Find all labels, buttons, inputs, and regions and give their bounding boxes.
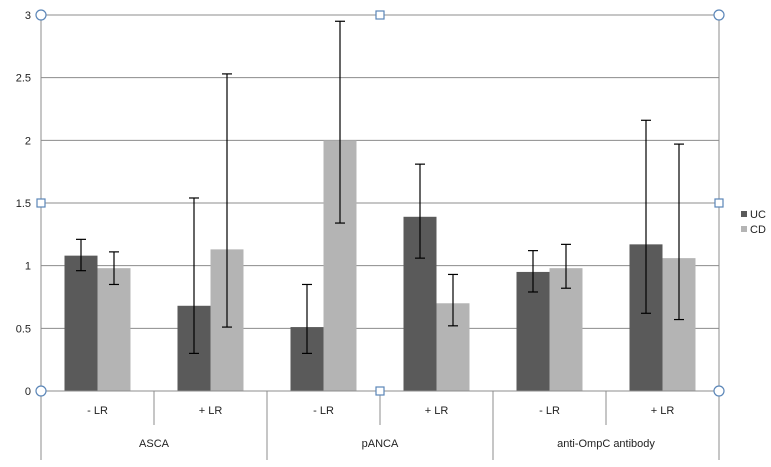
resize-handle[interactable] — [375, 386, 385, 396]
legend-label: UC — [750, 209, 766, 221]
resize-handle[interactable] — [375, 10, 385, 20]
y-tick-label: 0 — [25, 386, 31, 398]
resize-handle[interactable] — [713, 385, 725, 397]
y-tick-label: 3 — [25, 10, 31, 22]
legend-swatch-uc — [741, 211, 747, 217]
x-group-label: ASCA — [139, 438, 170, 450]
bar-cd[interactable] — [97, 268, 131, 391]
legend-label: CD — [750, 224, 766, 236]
x-subcategory-label: - LR — [313, 405, 334, 417]
x-group-label: anti-OmpC antibody — [557, 438, 655, 450]
x-subcategory-label: + LR — [425, 405, 449, 417]
legend-swatch-cd — [741, 226, 747, 232]
y-tick-label: 2.5 — [16, 73, 31, 85]
y-tick-label: 2 — [25, 135, 31, 147]
y-tick-label: 0.5 — [16, 323, 31, 335]
x-subcategory-label: + LR — [199, 405, 223, 417]
resize-handle[interactable] — [714, 198, 724, 208]
x-subcategory-label: + LR — [651, 405, 675, 417]
x-group-label: pANCA — [362, 438, 399, 450]
resize-handle[interactable] — [36, 198, 46, 208]
resize-handle[interactable] — [35, 9, 47, 21]
resize-handle[interactable] — [713, 9, 725, 21]
resize-handle[interactable] — [35, 385, 47, 397]
x-subcategory-label: - LR — [87, 405, 108, 417]
y-tick-label: 1 — [25, 261, 31, 273]
y-tick-label: 1.5 — [16, 198, 31, 210]
x-subcategory-label: - LR — [539, 405, 560, 417]
bar-uc[interactable] — [64, 255, 98, 391]
